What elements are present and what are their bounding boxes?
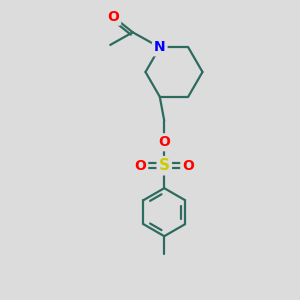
Text: N: N xyxy=(154,40,166,54)
Text: O: O xyxy=(158,135,170,149)
Text: S: S xyxy=(159,158,170,173)
Text: O: O xyxy=(107,10,119,24)
Text: O: O xyxy=(134,159,146,173)
Text: O: O xyxy=(182,159,194,173)
